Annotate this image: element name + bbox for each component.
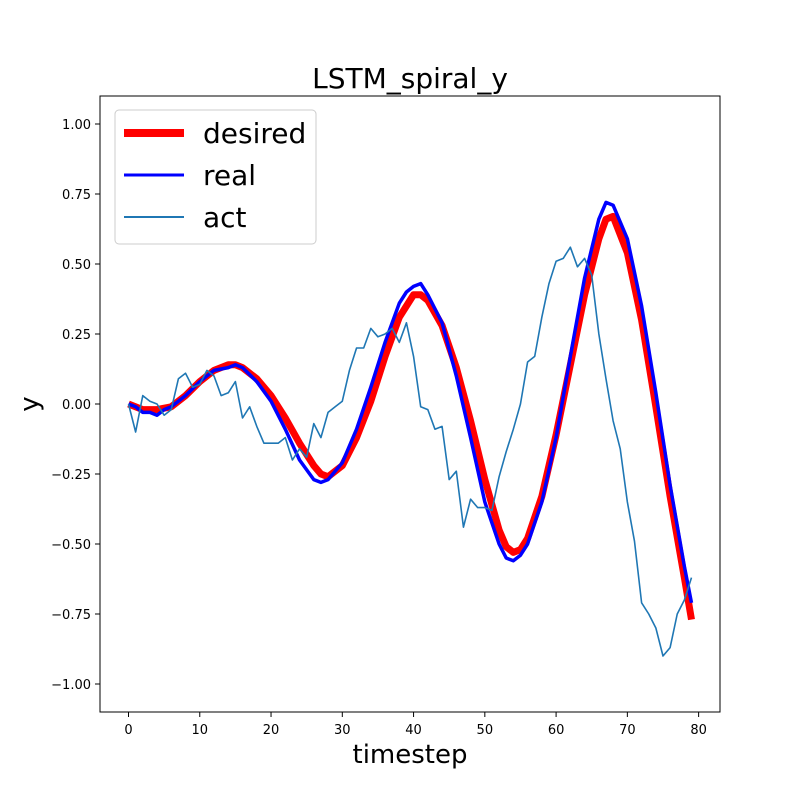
x-tick-label: 60 (548, 723, 565, 738)
x-tick-label: 10 (191, 723, 208, 738)
y-axis: −1.00 −0.75 −0.50 −0.25 0.00 0.25 0.50 0.75 1.00 (51, 118, 100, 693)
series-line-real (127, 200, 694, 604)
legend-label-act: act (203, 201, 247, 234)
y-tick-label: 0.50 (62, 258, 91, 273)
x-axis-label: timestep (353, 740, 468, 770)
legend: desired real act (114, 109, 317, 245)
x-axis: 0 10 20 30 40 50 60 70 80 (124, 712, 707, 738)
x-tick-label: 30 (334, 723, 351, 738)
series-layer (127, 200, 695, 657)
x-tick-label: 50 (477, 723, 494, 738)
x-tick-label: 20 (263, 723, 280, 738)
y-tick-label: 0.75 (62, 188, 91, 203)
y-axis-label: y (15, 396, 45, 411)
x-tick-label: 0 (124, 723, 132, 738)
x-tick-label: 70 (619, 723, 636, 738)
y-tick-label: −0.50 (51, 538, 91, 553)
y-tick-label: 1.00 (62, 118, 91, 133)
y-tick-label: −0.75 (51, 608, 91, 623)
legend-label-desired: desired (203, 117, 306, 150)
series-line-act (127, 246, 693, 657)
y-tick-label: −0.25 (51, 468, 91, 483)
y-tick-label: −1.00 (51, 678, 91, 693)
legend-label-real: real (203, 159, 256, 192)
y-tick-label: 0.25 (62, 328, 91, 343)
legend-box (114, 109, 317, 245)
y-tick-label: 0.00 (62, 398, 91, 413)
x-tick-label: 40 (405, 723, 422, 738)
x-tick-label: 80 (690, 723, 707, 738)
chart-title: LSTM_spiral_y (312, 62, 508, 95)
